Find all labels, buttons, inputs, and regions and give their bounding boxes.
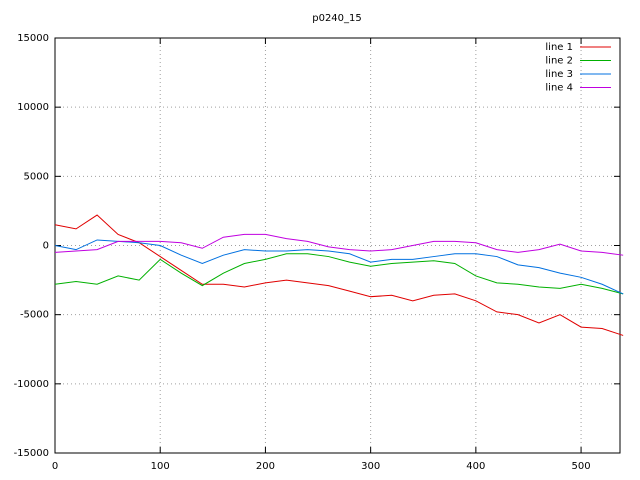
x-tick-label: 100: [151, 461, 170, 472]
y-tick-label: -10000: [14, 379, 49, 390]
chart-title: p0240_15: [312, 13, 362, 24]
line-series: [54, 253, 624, 295]
legend-label: line 2: [545, 56, 573, 67]
y-tick-label: -15000: [14, 448, 49, 459]
line-series: [54, 239, 624, 295]
legend-label: line 3: [545, 69, 573, 80]
y-tick-label: 15000: [17, 33, 49, 44]
line-series: [54, 214, 624, 336]
x-tick-label: 0: [52, 461, 58, 472]
x-tick-label: 400: [466, 461, 485, 472]
x-tick-label: 300: [361, 461, 380, 472]
y-tick-label: 0: [43, 241, 49, 252]
y-tick-label: -5000: [20, 310, 49, 321]
y-tick-label: 10000: [17, 102, 49, 113]
legend-label: line 4: [545, 83, 573, 94]
y-tick-label: 5000: [24, 171, 49, 182]
x-tick-label: 500: [572, 461, 591, 472]
legend-label: line 1: [545, 42, 573, 53]
line-series: [54, 233, 624, 256]
x-tick-label: 200: [256, 461, 275, 472]
